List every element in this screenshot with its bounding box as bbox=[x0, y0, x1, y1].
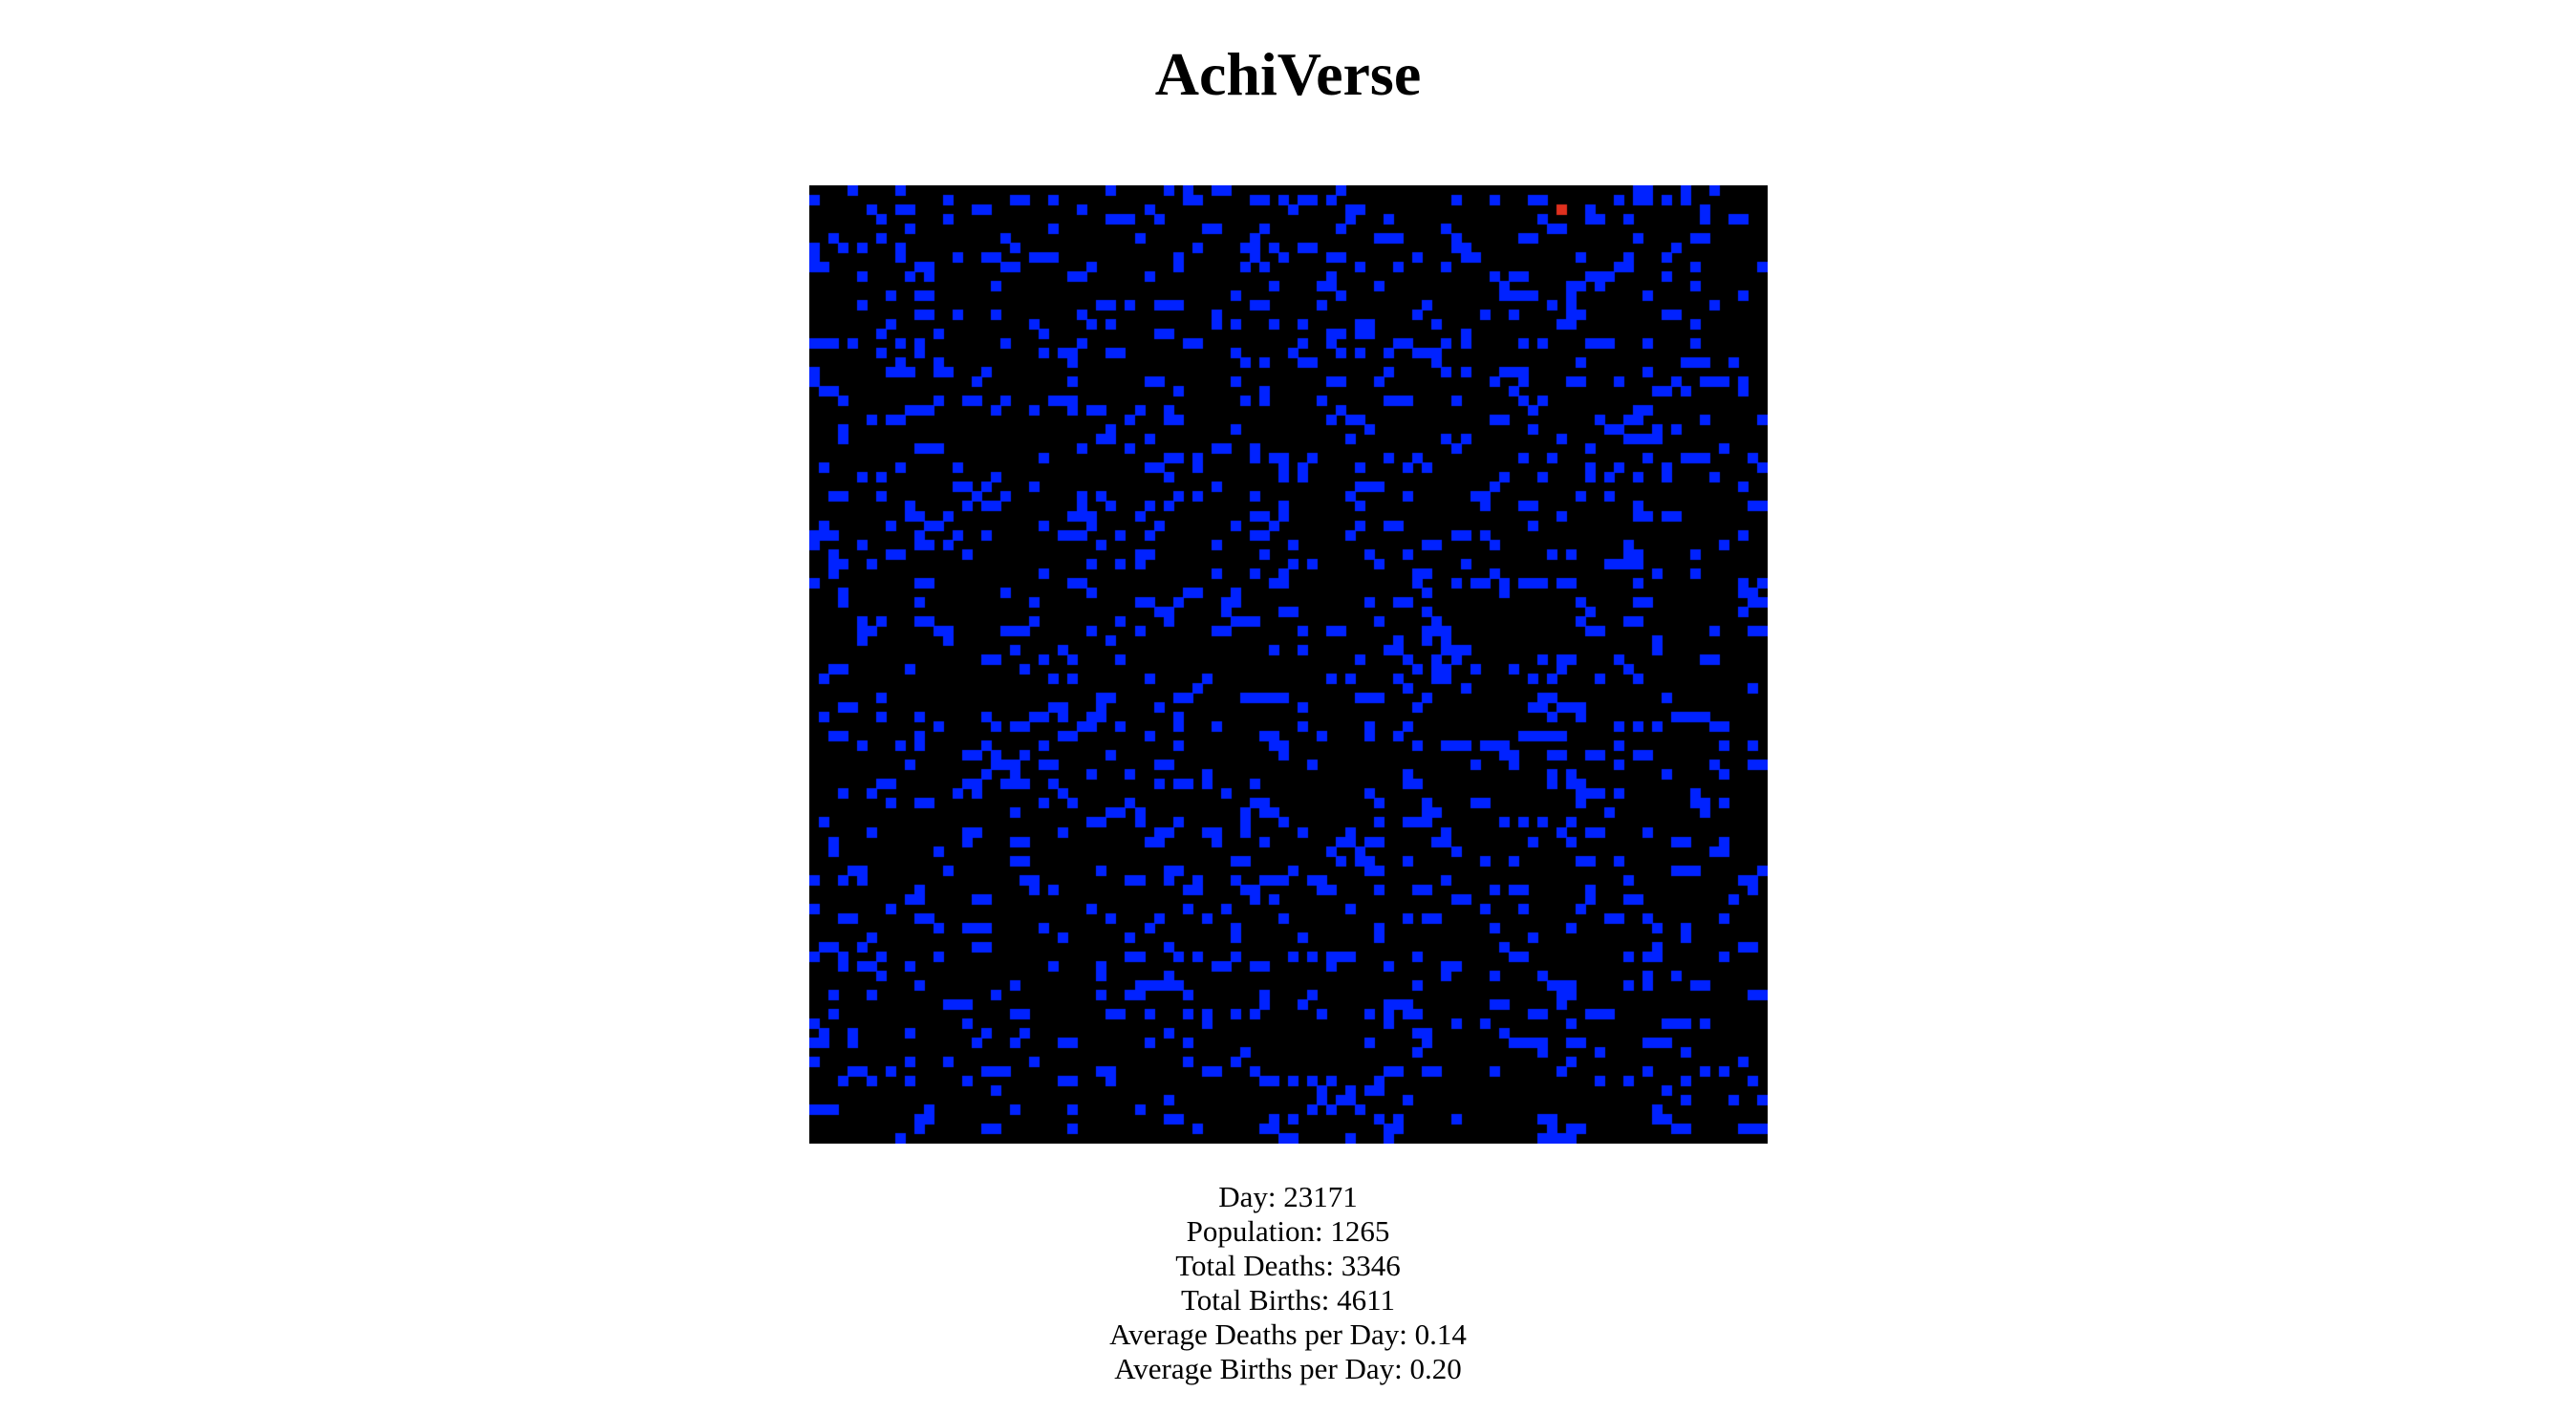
average-births-per-day: Average Births per Day: 0.20 bbox=[1114, 1352, 1462, 1385]
day-counter: Day: 23171 bbox=[1218, 1180, 1358, 1213]
average-deaths-per-day: Average Deaths per Day: 0.14 bbox=[1109, 1318, 1467, 1351]
population-count: Population: 1265 bbox=[1186, 1214, 1390, 1248]
world-grid-canvas[interactable] bbox=[809, 185, 1768, 1144]
total-births: Total Births: 4611 bbox=[1180, 1283, 1395, 1317]
page-title: AchiVerse bbox=[1154, 40, 1422, 108]
stats-panel: Day: 23171 Population: 1265 Total Deaths… bbox=[0, 1180, 2576, 1386]
total-deaths: Total Deaths: 3346 bbox=[1175, 1249, 1401, 1282]
